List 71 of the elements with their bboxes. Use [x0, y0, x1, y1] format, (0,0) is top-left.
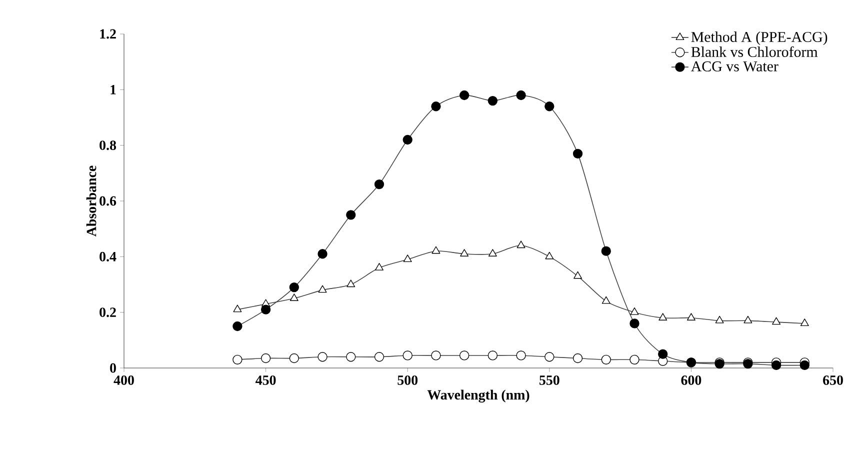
- point: [715, 316, 724, 324]
- y-tick-label: 0: [110, 363, 116, 373]
- point: [374, 179, 384, 190]
- point: [602, 296, 610, 304]
- point: [545, 252, 554, 260]
- point: [289, 282, 299, 292]
- point: [459, 350, 470, 360]
- legend-label: Blank vs Chloroform: [691, 46, 818, 58]
- point: [658, 349, 668, 359]
- point: [544, 102, 554, 112]
- point: [318, 352, 328, 362]
- point: [375, 262, 384, 270]
- point: [232, 354, 242, 364]
- point: [630, 318, 640, 328]
- point: [601, 246, 611, 256]
- y-tick-label: 0.6: [100, 196, 116, 206]
- point: [488, 96, 498, 106]
- point: [744, 316, 752, 324]
- point: [318, 249, 328, 259]
- point: [346, 352, 356, 362]
- point: [431, 102, 441, 112]
- point: [232, 321, 242, 332]
- point: [402, 134, 412, 145]
- point: [572, 353, 583, 364]
- point: [318, 285, 327, 293]
- point: [516, 240, 526, 248]
- y-tick-label: 1.2: [100, 29, 116, 39]
- point: [630, 354, 640, 364]
- point: [346, 210, 356, 220]
- y-tick-label: 0.2: [100, 308, 116, 318]
- point: [630, 308, 639, 315]
- point: [233, 304, 242, 312]
- point: [432, 246, 440, 254]
- point: [488, 249, 497, 256]
- x-tick-label: 650: [823, 376, 843, 385]
- x-tick-label: 450: [256, 376, 276, 385]
- point: [686, 313, 696, 320]
- point: [800, 360, 810, 370]
- point: [800, 318, 809, 326]
- point: [771, 360, 782, 370]
- point: [459, 90, 470, 100]
- point: [346, 280, 356, 288]
- point: [260, 304, 271, 314]
- point: [601, 354, 611, 364]
- point: [574, 271, 582, 279]
- x-tick-label: 400: [114, 376, 134, 385]
- x-tick-label: 550: [540, 376, 560, 385]
- point: [403, 254, 412, 262]
- point: [544, 352, 554, 362]
- point: [289, 353, 299, 364]
- y-axis-title: Absorbance: [86, 166, 96, 237]
- x-tick-label: 600: [681, 376, 702, 385]
- point: [402, 350, 412, 360]
- point: [460, 249, 469, 256]
- point: [290, 294, 298, 302]
- x-tick-label: 500: [398, 376, 418, 385]
- point: [374, 352, 384, 362]
- point: [516, 350, 526, 360]
- legend-label: Method A (PPE-ACG): [691, 32, 828, 46]
- point: [488, 350, 498, 360]
- legend-label: ACG vs Water: [690, 61, 778, 72]
- y-tick-label: 0.8: [100, 140, 116, 150]
- x-axis-title: Wavelength (nm): [427, 390, 530, 403]
- point: [431, 350, 441, 360]
- point: [516, 90, 526, 100]
- y-tick-label: 0.4: [100, 252, 116, 262]
- point: [260, 353, 271, 364]
- y-tick-label: 1: [110, 85, 116, 94]
- point: [658, 313, 668, 320]
- point: [772, 317, 781, 325]
- point: [572, 148, 583, 159]
